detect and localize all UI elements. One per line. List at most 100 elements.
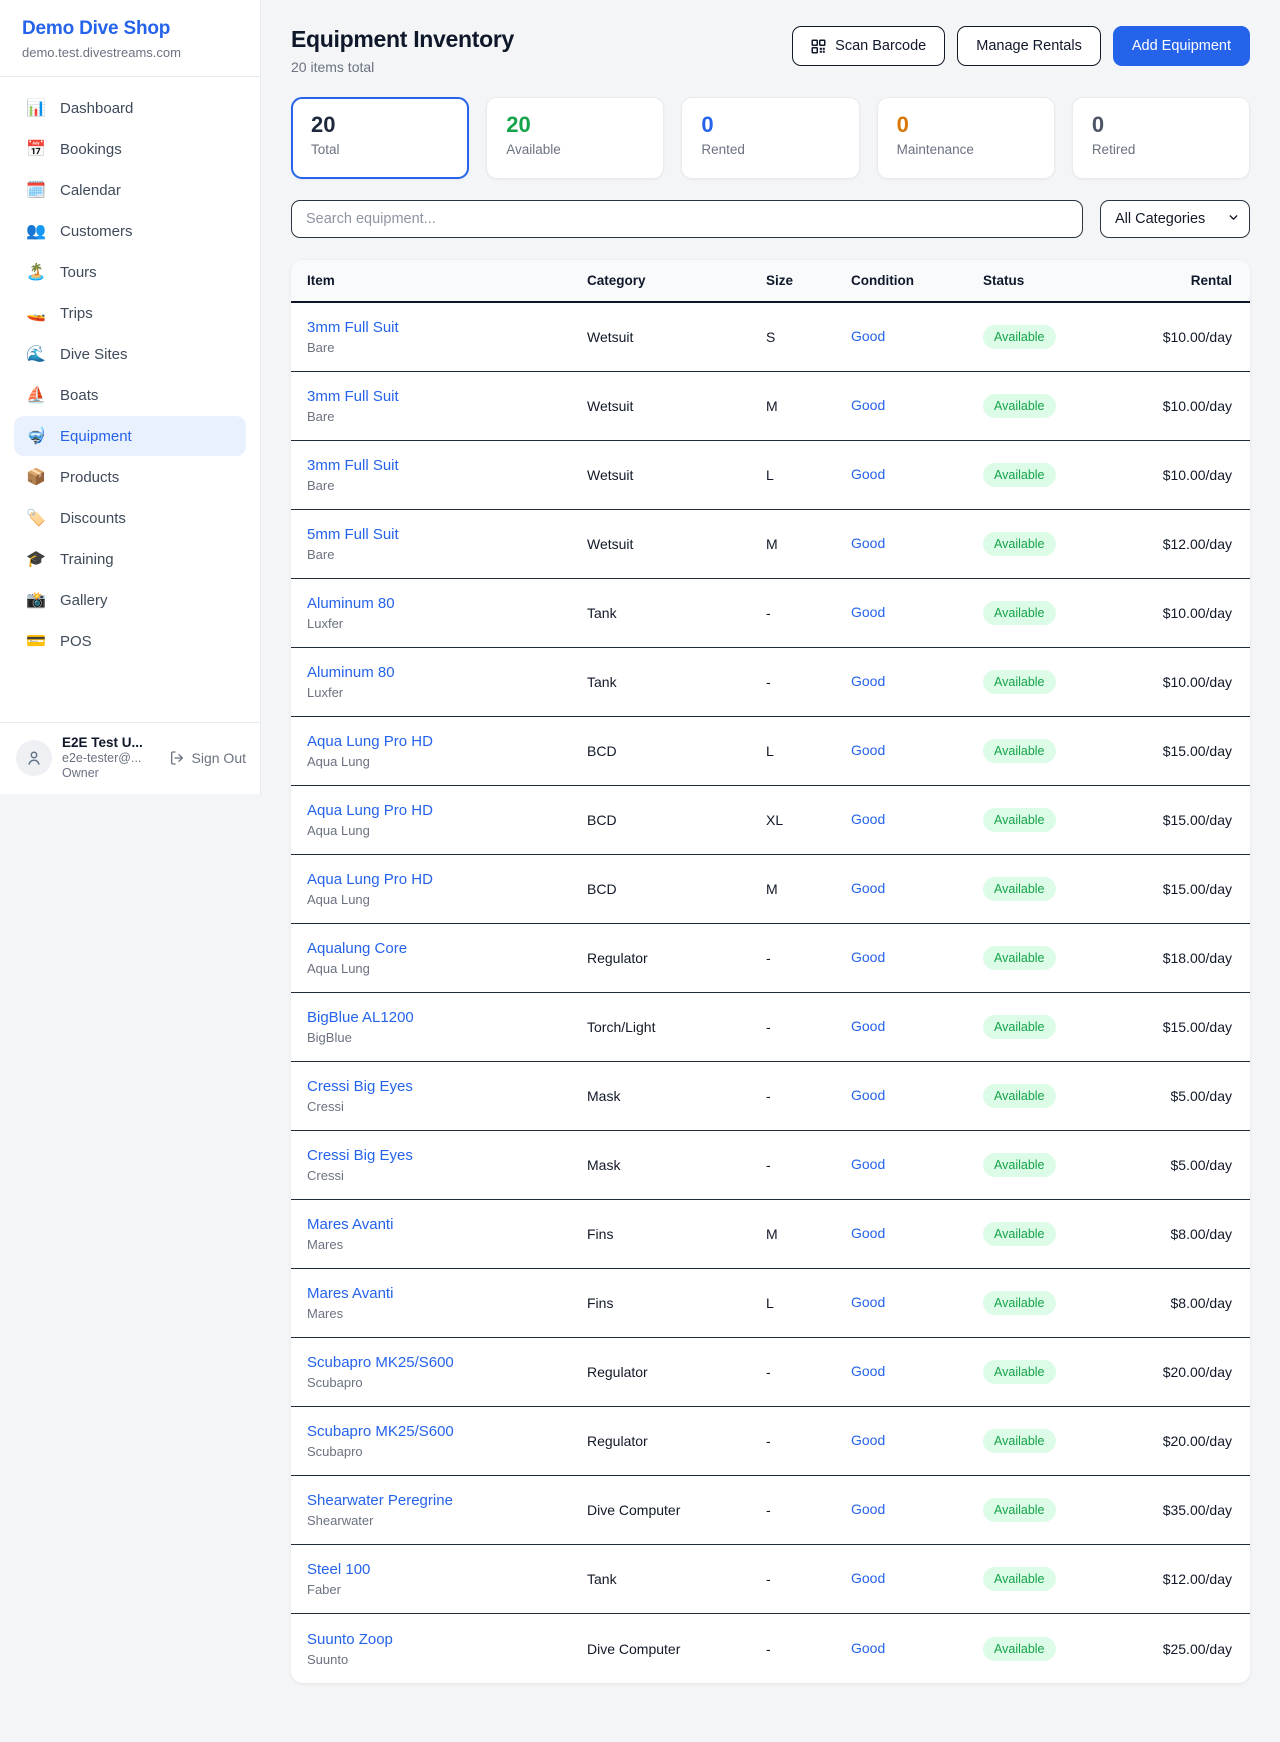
condition-link[interactable]: Good bbox=[851, 1156, 886, 1172]
category-cell: Tank bbox=[587, 674, 617, 690]
user-role: Owner bbox=[62, 766, 99, 780]
item-name-link[interactable]: Aqua Lung Pro HD bbox=[307, 871, 433, 888]
item-name-link[interactable]: Scubapro MK25/S600 bbox=[307, 1354, 454, 1371]
item-name-link[interactable]: Cressi Big Eyes bbox=[307, 1078, 413, 1095]
status-cell: Available bbox=[983, 808, 1114, 832]
item-brand: Aqua Lung bbox=[307, 961, 370, 976]
column-header-item: Item bbox=[307, 273, 335, 288]
condition-link[interactable]: Good bbox=[851, 397, 886, 413]
rental-cell: $5.00/day bbox=[1170, 1157, 1233, 1173]
condition-link[interactable]: Good bbox=[851, 1225, 886, 1241]
stat-card[interactable]: 20 Available bbox=[486, 97, 665, 179]
item-name-link[interactable]: Mares Avanti bbox=[307, 1216, 394, 1233]
condition-link[interactable]: Good bbox=[851, 949, 886, 965]
item-name-link[interactable]: Aqua Lung Pro HD bbox=[307, 802, 433, 819]
item-cell: Steel 100 Faber bbox=[307, 1561, 587, 1597]
condition-link[interactable]: Good bbox=[851, 1570, 886, 1586]
condition-link[interactable]: Good bbox=[851, 604, 886, 620]
category-cell: BCD bbox=[587, 812, 617, 828]
status-badge: Available bbox=[983, 808, 1056, 832]
item-name-link[interactable]: Aluminum 80 bbox=[307, 595, 395, 612]
item-cell: 3mm Full Suit Bare bbox=[307, 388, 587, 424]
item-cell: Suunto Zoop Suunto bbox=[307, 1631, 587, 1667]
table-row: 3mm Full Suit Bare Wetsuit M Good Availa… bbox=[291, 372, 1250, 441]
condition-link[interactable]: Good bbox=[851, 742, 886, 758]
rental-cell: $20.00/day bbox=[1162, 1364, 1232, 1380]
item-name-link[interactable]: Suunto Zoop bbox=[307, 1630, 393, 1648]
condition-link[interactable]: Good bbox=[851, 1294, 886, 1310]
sidebar-item[interactable]: 📅 Bookings bbox=[14, 129, 246, 169]
condition-cell: Good bbox=[851, 1294, 983, 1312]
table-row: Suunto Zoop Suunto Dive Computer - Good … bbox=[291, 1614, 1250, 1683]
condition-cell: Good bbox=[851, 1363, 983, 1381]
condition-link[interactable]: Good bbox=[851, 1501, 886, 1517]
manage-rentals-button[interactable]: Manage Rentals bbox=[957, 26, 1101, 66]
item-name-link[interactable]: Aqualung Core bbox=[307, 940, 408, 957]
item-name-link[interactable]: 5mm Full Suit bbox=[307, 526, 399, 543]
stat-label: Rented bbox=[701, 142, 745, 158]
condition-link[interactable]: Good bbox=[851, 466, 886, 482]
sidebar-item[interactable]: 📸 Gallery bbox=[14, 580, 246, 620]
item-name-link[interactable]: Mares Avanti bbox=[307, 1285, 394, 1302]
condition-link[interactable]: Good bbox=[851, 880, 886, 896]
stat-label: Retired bbox=[1091, 142, 1136, 158]
condition-link[interactable]: Good bbox=[851, 1639, 886, 1656]
item-name-link[interactable]: Steel 100 bbox=[307, 1561, 371, 1578]
sidebar-item[interactable]: ⛵ Boats bbox=[14, 375, 246, 415]
nav-item-label: Calendar bbox=[60, 181, 121, 199]
item-name-link[interactable]: Cressi Big Eyes bbox=[307, 1147, 413, 1164]
rental-cell: $10.00/day bbox=[1162, 605, 1232, 621]
category-select[interactable]: All Categories bbox=[1100, 200, 1250, 238]
sidebar-item[interactable]: 🎓 Training bbox=[14, 539, 246, 579]
sidebar-item[interactable]: 🌊 Dive Sites bbox=[14, 334, 246, 374]
stat-card[interactable]: 0 Rented bbox=[681, 97, 860, 179]
condition-cell: Good bbox=[851, 673, 983, 691]
stat-card[interactable]: 0 Retired bbox=[1071, 97, 1251, 179]
item-name-link[interactable]: 3mm Full Suit bbox=[307, 457, 399, 474]
item-name-link[interactable]: 3mm Full Suit bbox=[307, 388, 399, 405]
condition-link[interactable]: Good bbox=[851, 1087, 886, 1103]
item-name-link[interactable]: 3mm Full Suit bbox=[307, 319, 399, 336]
size-cell: - bbox=[766, 1502, 771, 1518]
size-cell: L bbox=[766, 743, 774, 759]
header-actions: Scan Barcode Manage Rentals Add Equipmen… bbox=[792, 26, 1250, 66]
sidebar-item[interactable]: 💳 POS bbox=[14, 621, 246, 661]
item-name-link[interactable]: Aqua Lung Pro HD bbox=[307, 733, 433, 750]
sidebar-item[interactable]: 📊 Dashboard bbox=[14, 88, 246, 128]
rental-cell: $15.00/day bbox=[1162, 1019, 1232, 1035]
item-name-link[interactable]: Aluminum 80 bbox=[307, 664, 395, 681]
sidebar-item[interactable]: 🤿 Equipment bbox=[14, 416, 246, 456]
item-brand: Scubapro bbox=[307, 1375, 363, 1390]
condition-link[interactable]: Good bbox=[851, 811, 886, 827]
item-cell: Scubapro MK25/S600 Scubapro bbox=[307, 1354, 587, 1390]
sidebar-item[interactable]: 📦 Products bbox=[14, 457, 246, 497]
search-input[interactable] bbox=[291, 200, 1083, 238]
condition-link[interactable]: Good bbox=[851, 1018, 886, 1034]
sidebar-item[interactable]: 🏝️ Tours bbox=[14, 252, 246, 292]
condition-link[interactable]: Good bbox=[851, 673, 886, 689]
item-name-link[interactable]: Scubapro MK25/S600 bbox=[307, 1423, 454, 1440]
table-row: Shearwater Peregrine Shearwater Dive Com… bbox=[291, 1476, 1250, 1545]
size-cell: - bbox=[766, 1088, 771, 1104]
sidebar-item[interactable]: 🚤 Trips bbox=[14, 293, 246, 333]
sidebar-item[interactable]: 👥 Customers bbox=[14, 211, 246, 251]
stat-card[interactable]: 20 Total bbox=[291, 97, 470, 179]
condition-cell: Good bbox=[851, 466, 983, 484]
sign-out-button[interactable]: Sign Out bbox=[169, 750, 246, 766]
condition-link[interactable]: Good bbox=[851, 1432, 886, 1448]
item-name-link[interactable]: BigBlue AL1200 bbox=[307, 1009, 414, 1026]
size-cell: - bbox=[766, 674, 771, 690]
item-cell: Cressi Big Eyes Cressi bbox=[307, 1078, 587, 1114]
size-cell: - bbox=[766, 950, 771, 966]
scan-barcode-button[interactable]: Scan Barcode bbox=[792, 26, 946, 66]
status-cell: Available bbox=[983, 1567, 1114, 1591]
add-equipment-button[interactable]: Add Equipment bbox=[1112, 26, 1250, 66]
sidebar-item[interactable]: 🏷️ Discounts bbox=[14, 498, 246, 538]
sidebar-item[interactable]: 🗓️ Calendar bbox=[14, 170, 246, 210]
condition-link[interactable]: Good bbox=[851, 535, 886, 551]
condition-link[interactable]: Good bbox=[851, 1363, 886, 1379]
scan-barcode-label: Scan Barcode bbox=[835, 38, 927, 54]
item-name-link[interactable]: Shearwater Peregrine bbox=[307, 1492, 453, 1509]
condition-link[interactable]: Good bbox=[851, 328, 886, 344]
stat-card[interactable]: 0 Maintenance bbox=[876, 97, 1055, 179]
